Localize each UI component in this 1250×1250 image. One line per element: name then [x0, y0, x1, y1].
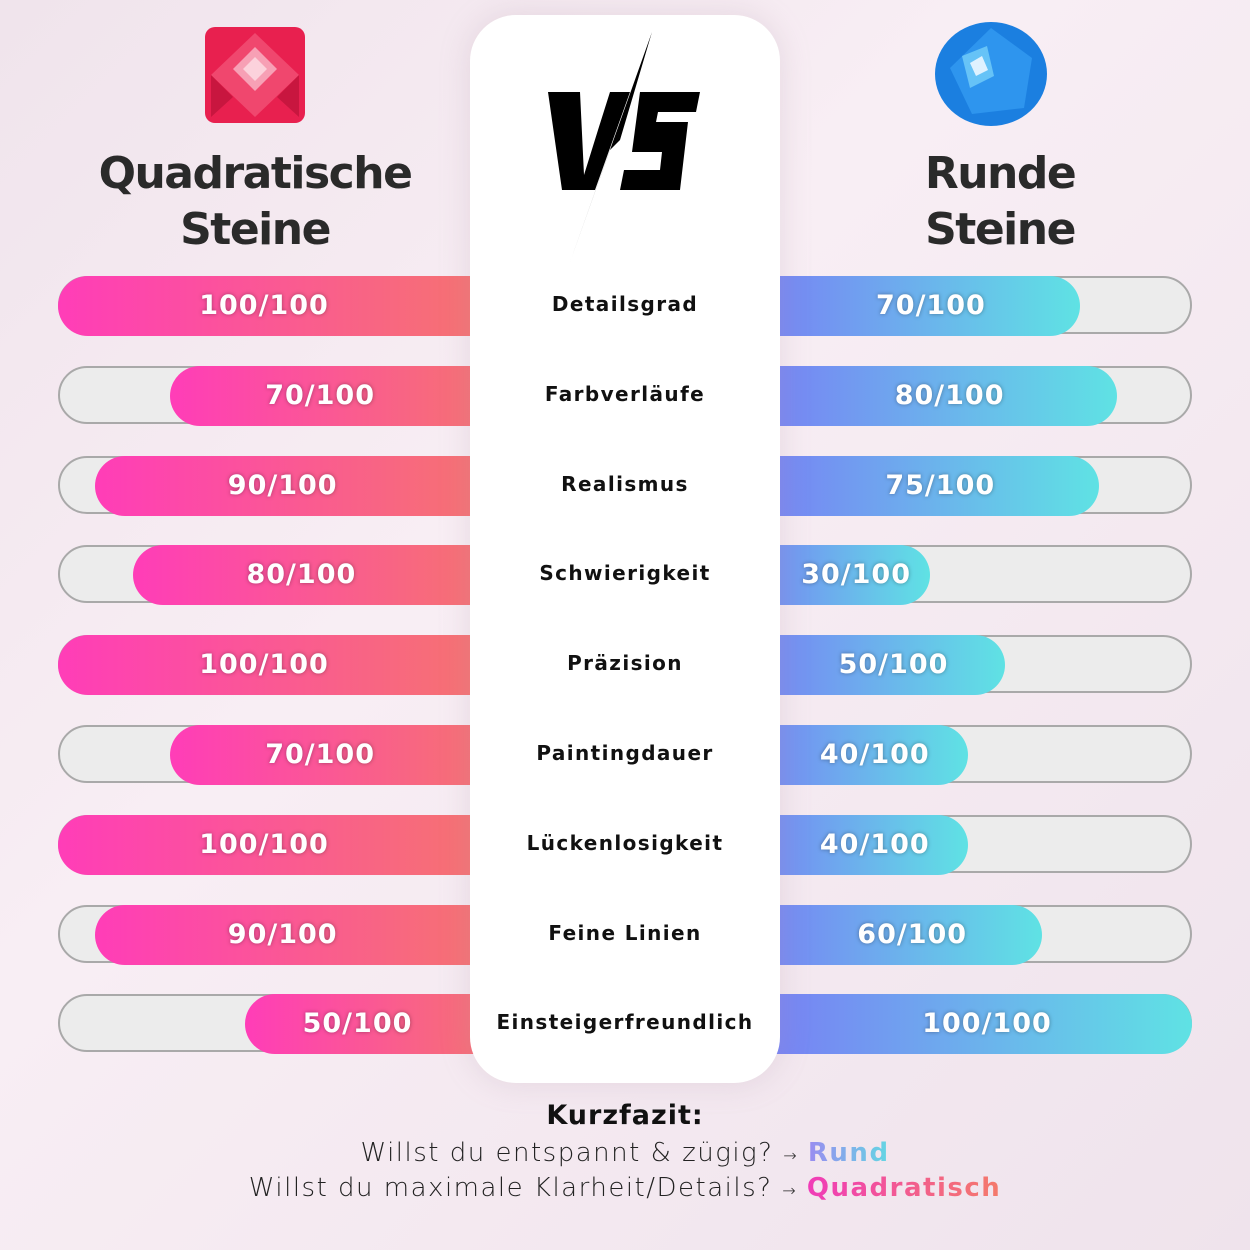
value-label-quadratisch: 70/100	[265, 739, 375, 770]
title-right-line1: Runde	[924, 148, 1077, 199]
bar-rund-0	[732, 276, 1080, 336]
value-label-quadratisch: 80/100	[246, 559, 357, 591]
value-label-rund: 80/100	[894, 379, 1005, 411]
summary-line-round: Willst du entspannt & zügig? → Rund	[0, 1138, 1250, 1168]
value-label-quadratisch: 100/100	[199, 828, 329, 860]
title-quadratische-steine: Quadratische Steine	[60, 146, 450, 258]
value-label-rund: 70/100	[876, 290, 986, 321]
criterion-label: Realismus	[561, 471, 689, 496]
bar-rund-1	[732, 365, 1118, 426]
bar-quadratisch-6	[58, 814, 520, 875]
summary-question-2: Willst du maximale Klarheit/Details?	[248, 1173, 773, 1203]
criterion-label: Feine Linien	[548, 920, 702, 945]
blue-round-gem-icon	[935, 22, 1047, 126]
title-left-line1: Quadratische	[98, 148, 413, 199]
title-right-line2: Steine	[925, 204, 1076, 255]
criterion-label: Einsteigerfreundlich	[496, 1010, 754, 1035]
value-label-rund: 40/100	[819, 828, 930, 860]
bar-quadratisch-3	[132, 545, 520, 606]
summary-question-1: Willst du entspannt & zügig?	[360, 1138, 774, 1168]
value-label-rund: 60/100	[857, 918, 968, 950]
criterion-label: Paintingdauer	[536, 741, 714, 765]
bar-rund-8	[732, 994, 1192, 1055]
summary-answer-quadratisch: Quadratisch	[806, 1173, 1002, 1203]
criterion-label: Lückenlosigkeit	[526, 830, 724, 855]
summary-answer-rund: Rund	[807, 1138, 890, 1168]
bar-rund-2	[732, 455, 1099, 516]
bar-rund-7	[732, 904, 1043, 965]
arrow-icon: →	[783, 1146, 799, 1165]
bar-quadratisch-5	[170, 725, 520, 785]
bar-quadratisch-0	[58, 276, 520, 336]
criterion-label: Präzision	[567, 651, 683, 676]
summary-line-square: Willst du maximale Klarheit/Details? → Q…	[0, 1173, 1250, 1203]
value-label-rund: 30/100	[801, 559, 911, 591]
criterion-label: Farbverläufe	[544, 381, 706, 406]
value-label-rund: 40/100	[819, 739, 930, 770]
bar-quadratisch-2	[95, 455, 520, 516]
center-card	[470, 15, 780, 1083]
bar-quadratisch-4	[58, 635, 520, 696]
value-label-quadratisch: 70/100	[265, 379, 375, 411]
arrow-icon: →	[782, 1181, 798, 1200]
value-label-quadratisch: 100/100	[199, 290, 329, 321]
criterion-label: Schwierigkeit	[539, 561, 711, 586]
value-label-quadratisch: 90/100	[227, 918, 338, 950]
value-label-rund: 100/100	[922, 1008, 1052, 1040]
bar-quadratisch-1	[170, 365, 520, 426]
value-label-quadratisch: 50/100	[302, 1008, 413, 1040]
title-left-line2: Steine	[180, 204, 331, 255]
summary-title: Kurzfazit:	[546, 1100, 704, 1131]
value-label-quadratisch: 100/100	[199, 649, 329, 681]
criterion-label: Detailsgrad	[551, 292, 699, 316]
value-label-rund: 50/100	[838, 649, 949, 681]
bar-quadratisch-7	[95, 904, 520, 965]
vs-lightning-icon	[548, 32, 700, 262]
value-label-rund: 75/100	[885, 469, 996, 501]
pink-square-gem-icon	[205, 27, 305, 123]
title-runde-steine: Runde Steine	[840, 146, 1160, 258]
value-label-quadratisch: 90/100	[227, 469, 338, 501]
